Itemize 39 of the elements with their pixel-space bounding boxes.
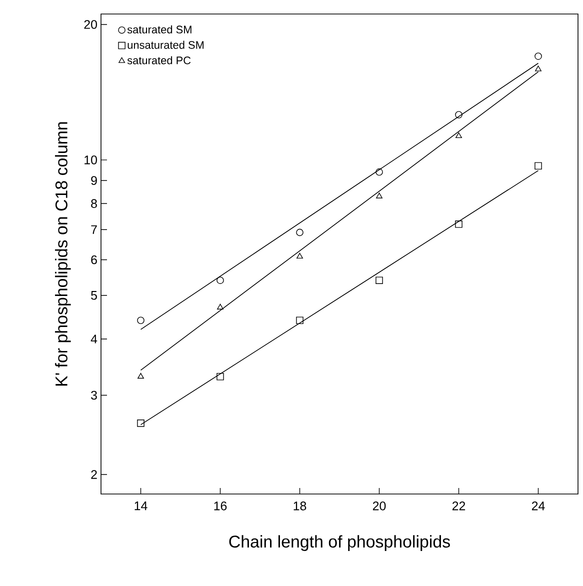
legend-label: saturated SM	[127, 25, 192, 34]
point	[534, 162, 542, 170]
y-tick-label: 6	[91, 255, 97, 264]
point	[138, 372, 144, 379]
point	[455, 111, 462, 118]
point	[216, 372, 224, 380]
point	[376, 168, 383, 176]
y-tick-label: 10	[84, 156, 97, 164]
y-tick-label: 4	[90, 334, 98, 344]
legend-label: saturated PC	[127, 56, 191, 64]
point	[376, 192, 382, 198]
point	[455, 220, 462, 228]
y-axis-title: K' for phospholipids on C18 column	[55, 122, 71, 386]
x-tick-label: 24	[532, 502, 545, 510]
y-tick-label: 7	[91, 225, 97, 234]
point	[137, 316, 144, 324]
x-tick-label: 20	[372, 502, 386, 510]
point	[217, 304, 224, 310]
x-tick-label: 16	[214, 502, 227, 510]
x-tick-label: 18	[294, 502, 306, 510]
point	[456, 132, 462, 138]
y-tick-label: 9	[91, 176, 97, 185]
y-tick-label: 8	[91, 199, 97, 208]
point	[535, 66, 542, 72]
x-axis-title: Chain length of phospholipids	[229, 535, 450, 551]
legend-label: unsaturated SM	[128, 40, 204, 49]
point	[376, 276, 383, 284]
y-tick-label: 5	[91, 291, 97, 300]
y-tick-label: 20	[84, 20, 97, 29]
point	[296, 228, 304, 236]
point	[534, 52, 542, 60]
x-tick-label: 14	[134, 502, 148, 510]
point	[216, 276, 224, 284]
x-tick-label: 22	[452, 502, 466, 510]
y-tick-label: 2	[91, 470, 97, 479]
point	[296, 252, 303, 259]
point	[137, 420, 144, 427]
y-tick-label: 3	[91, 390, 97, 400]
point	[296, 316, 304, 324]
